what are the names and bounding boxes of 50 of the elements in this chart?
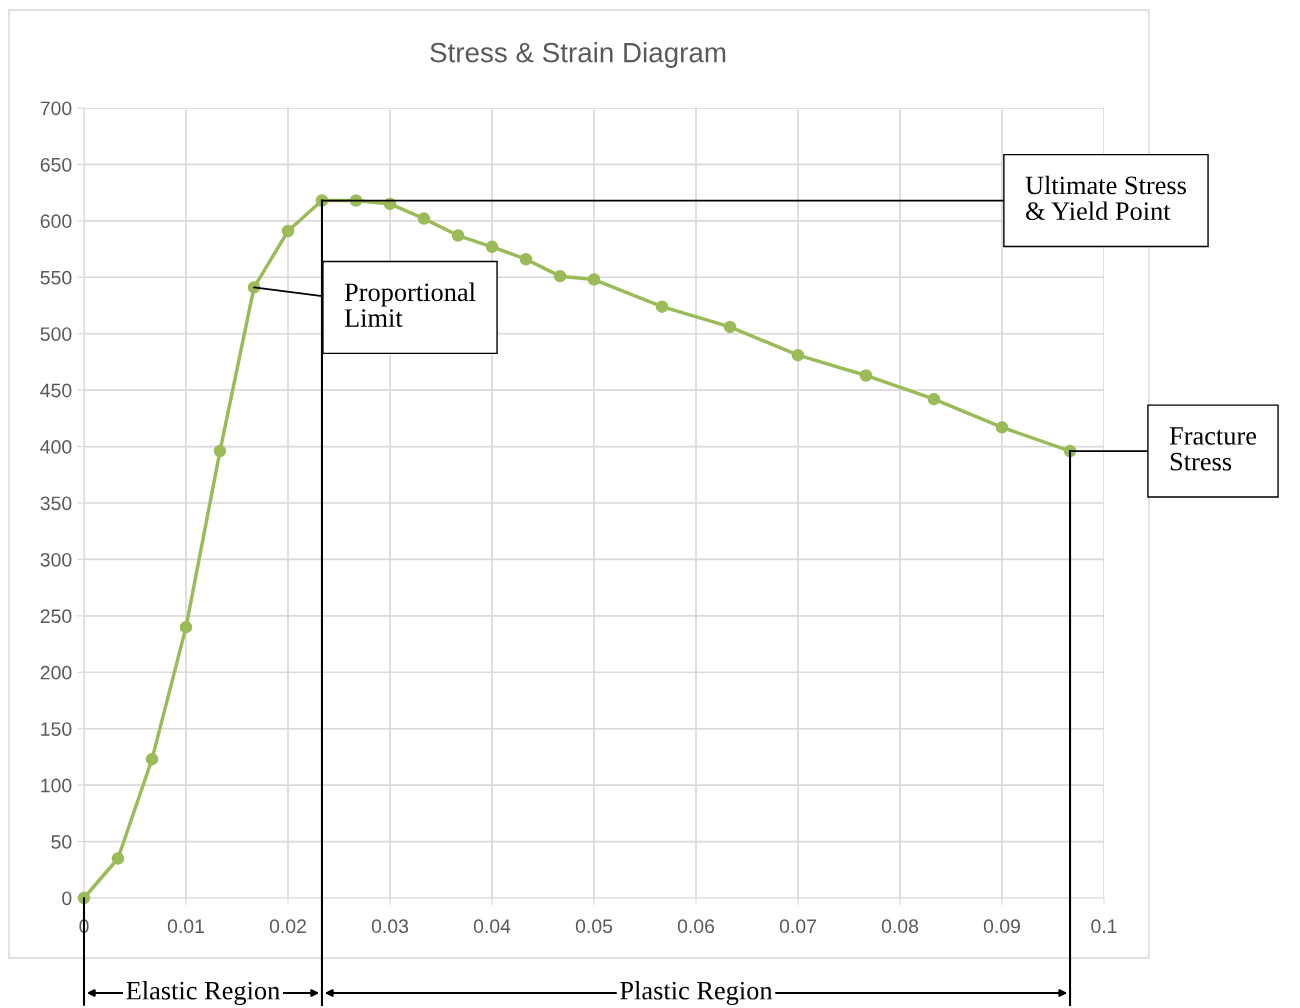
y-tick-label: 300 <box>40 552 72 567</box>
x-tick-label: 0.02 <box>269 919 306 934</box>
x-tick-label: 0.04 <box>473 919 511 934</box>
point <box>655 300 669 313</box>
point <box>145 752 159 766</box>
point <box>859 369 873 382</box>
point <box>927 392 941 406</box>
point <box>383 197 397 211</box>
x-tick-label: 0.01 <box>167 919 204 934</box>
y-tick-label: 400 <box>40 440 72 454</box>
x-tick-label: 0.06 <box>677 919 715 934</box>
point <box>519 252 533 266</box>
text: Elastic Region <box>126 981 280 1005</box>
point <box>417 212 431 225</box>
point <box>587 273 601 286</box>
y-tick-label: 650 <box>40 157 72 172</box>
x-tick-label: 0.05 <box>575 919 613 934</box>
y-tick-label: 150 <box>41 722 72 736</box>
y-tick-label: 600 <box>40 214 72 229</box>
annotation: Fracture Stress <box>1169 427 1257 471</box>
point <box>213 444 227 458</box>
point <box>485 240 499 254</box>
y-tick-label: 500 <box>40 327 72 341</box>
point <box>995 421 1009 434</box>
x-tick-label: 0.08 <box>881 919 919 934</box>
point <box>281 224 295 238</box>
x-tick-label: 0.09 <box>983 919 1020 934</box>
y-tick-label: 550 <box>40 270 72 285</box>
x-tick-label: 0.07 <box>779 919 816 934</box>
x-tick-label: 0.03 <box>371 919 409 934</box>
annotation: Proportional Limit <box>344 282 476 327</box>
point <box>247 281 261 294</box>
text: Plastic Region <box>620 981 773 1005</box>
point <box>791 348 805 362</box>
y-tick-label: 700 <box>40 101 72 116</box>
y-tick-label: 350 <box>40 496 72 511</box>
x-tick-label: 0.1 <box>1091 919 1117 934</box>
point <box>451 229 465 242</box>
y-tick-label: 50 <box>51 835 72 849</box>
point <box>553 269 567 283</box>
y-tick-label: 0 <box>62 891 72 906</box>
y-tick-label: 450 <box>40 383 72 398</box>
y-tick-label: 200 <box>40 665 72 680</box>
y-tick-label: 250 <box>40 609 72 624</box>
point <box>723 320 737 334</box>
y-tick-label: 100 <box>41 778 72 793</box>
annotation: Ultimate Stress & Yield Point <box>1025 175 1186 221</box>
point <box>179 620 193 634</box>
point <box>111 852 125 865</box>
chart-title: Stress & Strain Diagram <box>430 42 726 68</box>
